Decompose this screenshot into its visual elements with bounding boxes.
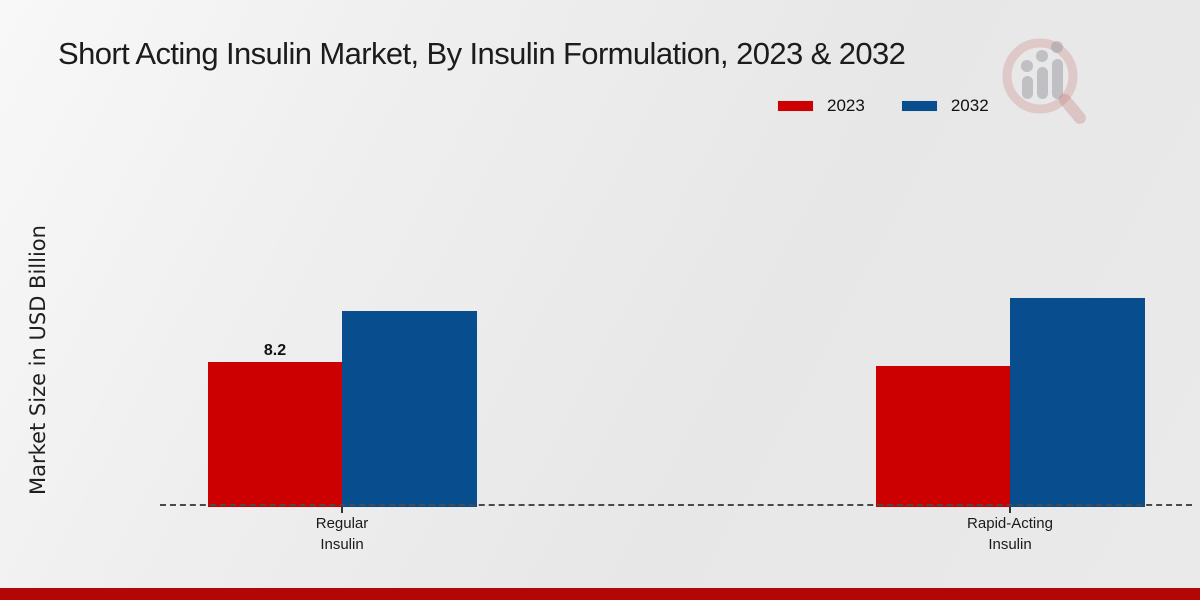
- category-label-line: Rapid-Acting: [967, 515, 1053, 532]
- legend-item-2032: 2032: [900, 96, 989, 116]
- legend-label-2032: 2032: [950, 96, 989, 115]
- x-tick-rapid-acting-insulin: [1009, 507, 1011, 513]
- legend-item-2023: 2023: [777, 96, 865, 116]
- category-label-regular-insulin: Regular Insulin: [232, 513, 452, 555]
- bar-2023-regular-insulin: [208, 362, 342, 507]
- legend-swatch-2032: [900, 100, 938, 112]
- category-label-line: Regular: [315, 515, 369, 532]
- category-label-line: Insulin: [320, 536, 364, 553]
- watermark-logo-icon: [1002, 38, 1086, 124]
- bar-2023-rapid-acting-insulin: [876, 366, 1010, 507]
- legend-swatch-2023: [777, 100, 814, 112]
- legend-label-2023: 2023: [827, 96, 865, 115]
- category-label-rapid-acting-insulin: Rapid-Acting Insulin: [900, 513, 1120, 555]
- bar-2032-rapid-acting-insulin: [1010, 298, 1145, 507]
- x-tick-regular-insulin: [341, 507, 343, 513]
- legend: 2023 2032: [777, 96, 989, 116]
- bar-value-label-regular-2023: 8.2: [263, 342, 287, 359]
- chart-title: Short Acting Insulin Market, By Insulin …: [58, 36, 906, 71]
- category-label-line: Insulin: [988, 536, 1032, 553]
- bar-2032-regular-insulin: [342, 311, 477, 507]
- footer-accent-strip: [0, 588, 1200, 600]
- x-axis-baseline: [160, 504, 1192, 506]
